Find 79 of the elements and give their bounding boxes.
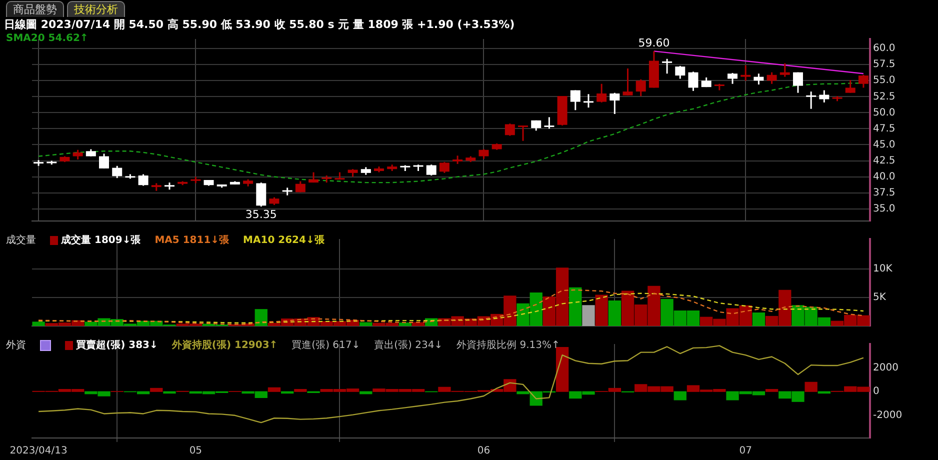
x-tick-label: 05 [189, 446, 202, 457]
candlestick [728, 72, 738, 85]
candlestick [740, 64, 751, 82]
text: SMA20 54.62↑ [6, 33, 88, 44]
y-tick-label: -2000 [873, 410, 902, 421]
y-tick-label: 47.5 [873, 123, 896, 134]
y-tick-label: 40.0 [873, 171, 896, 182]
candlestick [675, 65, 686, 80]
annotation: 59.60 [638, 36, 670, 50]
legend-label: 買賣超(張) 383↓ [76, 338, 158, 352]
bar [254, 309, 268, 326]
candlestick [688, 70, 698, 92]
candlestick [858, 74, 868, 88]
x-tick-label: 07 [739, 446, 752, 457]
x-tick-label: 06 [477, 446, 490, 457]
candlestick [583, 93, 594, 108]
y-tick-label: 35.0 [873, 203, 896, 214]
bar [556, 347, 569, 392]
chart-title: 成交量 [6, 234, 36, 247]
candlestick [754, 72, 764, 86]
candlestick [662, 58, 672, 74]
candlestick [792, 72, 803, 94]
candlestick [439, 161, 450, 174]
chart-title: 外資 [6, 339, 26, 352]
candlestick [845, 79, 856, 94]
y-tick-label: 55.0 [873, 75, 896, 86]
candlestick [806, 90, 816, 110]
y-tick-label: 37.5 [873, 187, 896, 198]
bar [804, 382, 818, 392]
candlestick [518, 124, 528, 142]
y-tick-label: 5K [873, 292, 886, 303]
legend-label: 成交量 1809↓張 [61, 233, 141, 247]
candlestick [99, 152, 110, 170]
annotation: 35.35 [245, 208, 277, 221]
text: MA10 2624↓張 [243, 234, 324, 247]
y-tick-label: 0 [873, 386, 880, 398]
bar [608, 300, 621, 326]
bar [752, 312, 766, 326]
candlestick [636, 78, 646, 97]
candlestick [544, 116, 554, 130]
candlestick [570, 90, 580, 111]
candlestick [72, 149, 83, 160]
y-tick-label: 42.5 [873, 155, 896, 166]
candlestick [780, 62, 790, 78]
bar [765, 389, 778, 392]
text: MA5 1811↓張 [154, 234, 230, 247]
annotation: 買進(張) 617↓ [292, 339, 360, 352]
bar [582, 305, 595, 326]
bar [595, 294, 608, 326]
x-tick-label: 2023/04/13 [10, 446, 68, 457]
y-tick-label: 60.0 [873, 43, 896, 54]
candlestick [112, 165, 122, 179]
candlestick [426, 164, 436, 176]
annotation: 外資持股比例 9.13%↑ [456, 338, 560, 352]
bar [360, 322, 372, 326]
y-tick-label: 57.5 [873, 59, 896, 70]
bar [268, 387, 281, 392]
candlestick [622, 68, 633, 96]
y-tick-label: 52.5 [873, 91, 896, 102]
annotation: 賣出(張) 234↓ [374, 338, 443, 352]
candlestick [504, 122, 515, 137]
candlestick [766, 72, 777, 85]
text: 外資持股(張) 12903↑ [172, 338, 278, 352]
candlestick [610, 92, 620, 115]
bar [150, 388, 163, 392]
bar [569, 287, 582, 326]
y-tick-label: 2000 [873, 362, 898, 374]
bar [398, 322, 412, 326]
chart-subtitle: 日線圖 2023/07/14 開 54.50 高 55.90 低 53.90 收 55.80 s 元 量 1809 張 +1.90 (+3.53%) [4, 18, 515, 31]
y-tick-label: 50.0 [873, 107, 896, 118]
candlestick [256, 182, 266, 208]
bar [674, 391, 686, 400]
candlestick [478, 148, 489, 160]
y-tick-label: 10K [873, 263, 893, 274]
y-tick-label: 45.0 [873, 139, 896, 150]
candlestick [138, 173, 148, 187]
bar [294, 389, 307, 392]
bar [32, 322, 45, 326]
candlestick [596, 83, 607, 104]
